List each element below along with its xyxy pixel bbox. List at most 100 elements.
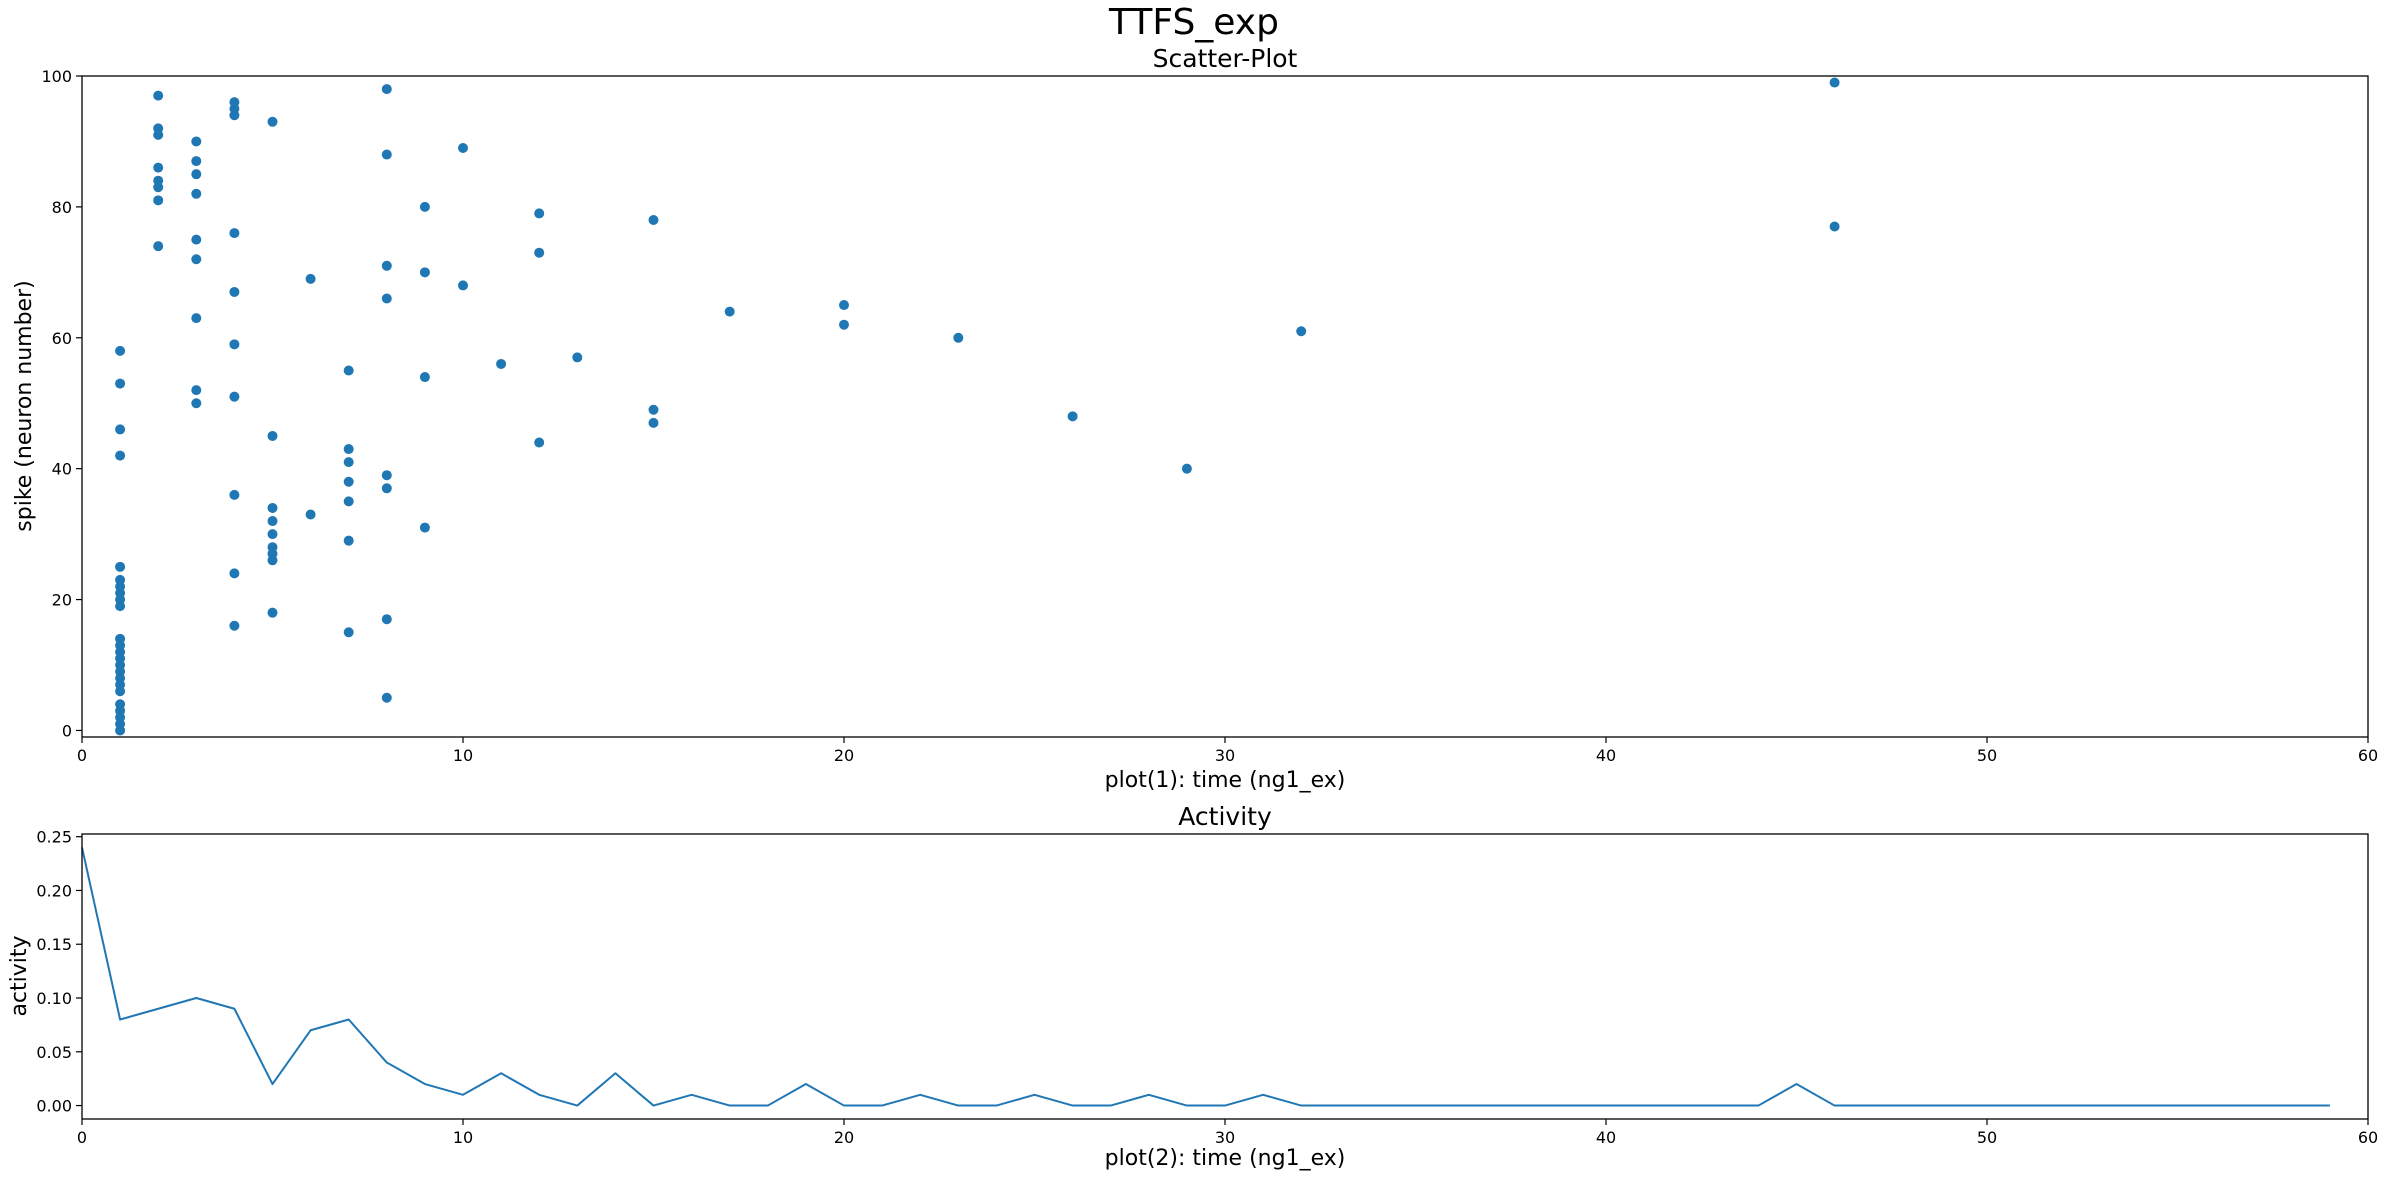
- scatter-point: [191, 385, 202, 396]
- scatter-y-axis-label: spike (neuron number): [12, 280, 37, 531]
- scatter-point: [381, 149, 392, 160]
- scatter-x-tick-label: 0: [77, 746, 87, 765]
- scatter-point: [191, 169, 202, 180]
- scatter-point: [229, 97, 240, 108]
- scatter-point: [839, 300, 849, 311]
- scatter-point: [153, 175, 164, 186]
- scatter-point: [115, 633, 126, 644]
- scatter-point: [1296, 326, 1307, 337]
- scatter-point: [191, 254, 202, 265]
- scatter-point: [229, 339, 240, 350]
- scatter-point: [648, 417, 659, 428]
- scatter-x-tick-label: 30: [1215, 746, 1235, 765]
- scatter-point: [648, 214, 659, 225]
- scatter-point: [115, 561, 126, 572]
- scatter-point: [153, 90, 164, 101]
- scatter-point: [229, 286, 240, 297]
- scatter-point: [534, 208, 545, 219]
- activity-plot-panel: Activity 0 10 20 30 40 50 60 0.000.050.100.150…: [7, 802, 2378, 1171]
- scatter-y-tick-label: 20: [52, 591, 72, 610]
- scatter-point: [115, 699, 126, 710]
- activity-plot-title: Activity: [1178, 802, 1272, 831]
- scatter-point: [267, 502, 278, 513]
- scatter-point: [115, 345, 126, 356]
- scatter-point: [305, 509, 316, 520]
- scatter-point: [381, 293, 392, 304]
- scatter-point: [267, 607, 278, 618]
- scatter-point: [229, 568, 240, 579]
- scatter-point: [458, 142, 468, 153]
- scatter-point: [381, 614, 392, 625]
- activity-line: [81, 847, 2330, 1107]
- scatter-point: [1067, 411, 1078, 422]
- scatter-point: [1829, 221, 1840, 232]
- scatter-x-tick-label: 60: [2358, 746, 2378, 765]
- scatter-y-tick-label: 0: [62, 721, 72, 740]
- scatter-x-tick-label: 10: [453, 746, 473, 765]
- scatter-point: [381, 260, 392, 271]
- scatter-point: [191, 234, 202, 245]
- scatter-plot-title: Scatter-Plot: [1153, 44, 1298, 73]
- scatter-point: [839, 319, 849, 330]
- scatter-point: [1181, 463, 1192, 474]
- scatter-point: [153, 241, 164, 252]
- activity-y-axis-label: activity: [7, 935, 32, 1016]
- scatter-point: [496, 358, 507, 369]
- scatter-point: [191, 188, 202, 199]
- scatter-point: [153, 123, 164, 134]
- scatter-point: [534, 247, 545, 258]
- scatter-point: [1829, 77, 1840, 88]
- activity-y-tick-label: 0.05: [36, 1043, 72, 1062]
- activity-series: [81, 847, 2330, 1107]
- scatter-x-tick-label: 40: [1596, 746, 1616, 765]
- scatter-point: [191, 398, 202, 409]
- activity-y-tick-label: 0.10: [36, 989, 72, 1008]
- scatter-point: [953, 332, 964, 343]
- scatter-y-ticks: 0 20 40 60 80 100: [41, 67, 82, 740]
- scatter-point: [648, 404, 659, 415]
- activity-plot-frame: [81, 833, 2369, 1120]
- scatter-point: [191, 136, 202, 147]
- scatter-point: [381, 470, 392, 481]
- scatter-point: [267, 430, 278, 441]
- activity-x-tick-label: 10: [453, 1128, 473, 1147]
- scatter-point: [267, 116, 278, 127]
- scatter-point: [343, 535, 354, 546]
- scatter-x-tick-label: 50: [1977, 746, 1997, 765]
- scatter-point: [724, 306, 735, 317]
- scatter-x-axis-label: plot(1): time (ng1_ex): [1105, 768, 1346, 793]
- scatter-point: [572, 352, 583, 363]
- activity-x-tick-label: 30: [1215, 1128, 1235, 1147]
- scatter-point: [153, 162, 164, 173]
- scatter-y-tick-label: 40: [52, 460, 72, 479]
- scatter-point: [534, 437, 545, 448]
- activity-y-tick-label: 0.15: [36, 935, 72, 954]
- scatter-point: [115, 574, 126, 585]
- activity-x-ticks: 0 10 20 30 40 50 60: [77, 1119, 2378, 1147]
- scatter-point: [381, 483, 392, 494]
- scatter-point: [115, 450, 126, 461]
- activity-x-tick-label: 0: [77, 1128, 87, 1147]
- scatter-point: [343, 365, 354, 376]
- scatter-point: [229, 620, 240, 631]
- scatter-point: [191, 156, 202, 167]
- scatter-point: [381, 692, 392, 703]
- scatter-point: [458, 280, 468, 291]
- scatter-x-tick-label: 20: [834, 746, 854, 765]
- figure-suptitle: TTFS_exp: [1108, 2, 1279, 43]
- activity-y-tick-label: 0.25: [36, 828, 72, 847]
- scatter-x-ticks: 0 10 20 30 40 50 60: [77, 737, 2378, 765]
- scatter-point: [305, 273, 316, 284]
- scatter-point: [115, 378, 126, 389]
- scatter-point: [267, 529, 278, 540]
- scatter-point: [229, 228, 240, 239]
- scatter-point: [343, 496, 354, 507]
- activity-y-ticks: 0.00 0.05 0.10 0.15 0.20 0.25: [36, 828, 82, 1116]
- scatter-point: [229, 489, 240, 500]
- scatter-point: [153, 195, 164, 206]
- scatter-point: [229, 391, 240, 402]
- scatter-point: [343, 476, 354, 487]
- scatter-point: [419, 372, 430, 383]
- activity-x-tick-label: 50: [1977, 1128, 1997, 1147]
